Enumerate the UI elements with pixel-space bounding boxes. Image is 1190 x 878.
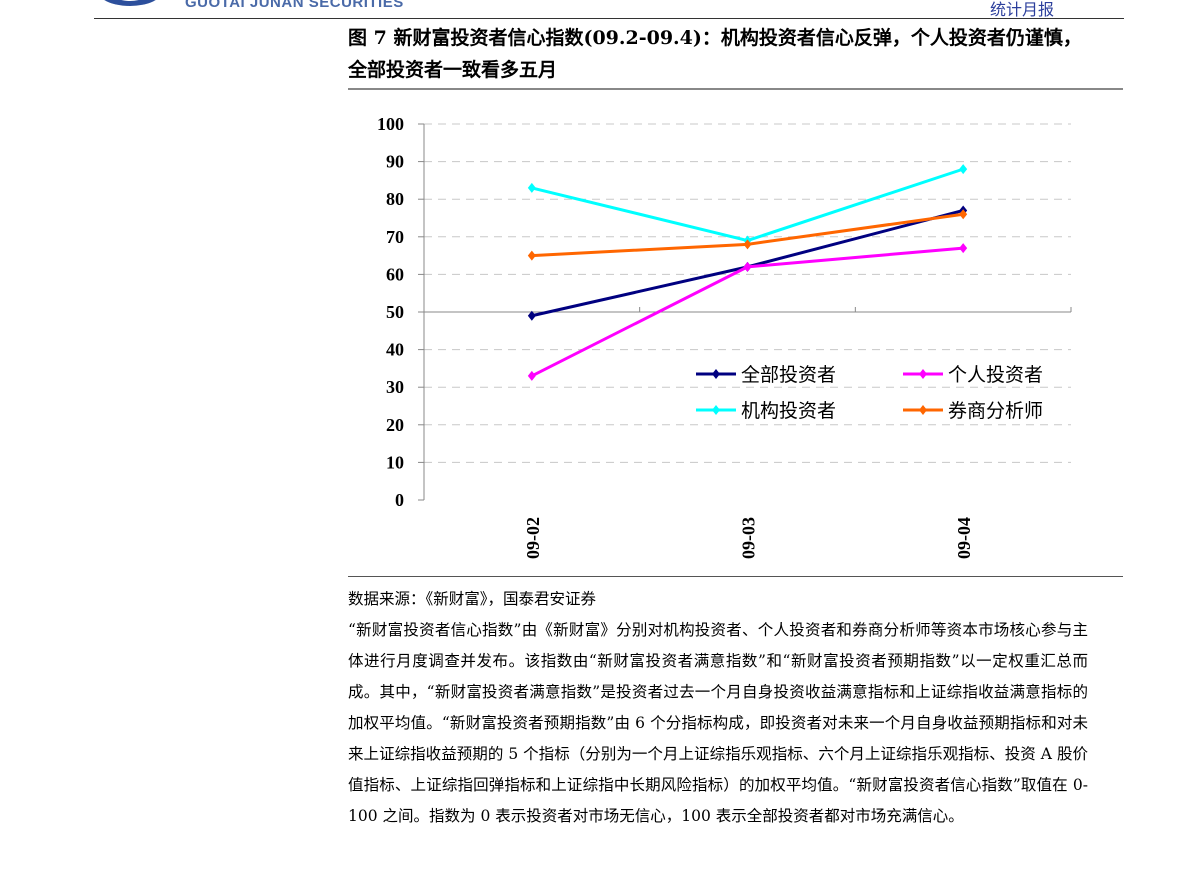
- series-line: [531, 212, 964, 258]
- figure-top-rule: [348, 88, 1123, 90]
- legend-label: 个人投资者: [948, 364, 1043, 386]
- header-divider: [94, 18, 1124, 19]
- brand-name: GUOTAI JUNAN SECURITIES: [185, 0, 404, 11]
- data-point: [743, 239, 752, 250]
- y-tick-label: 90: [386, 152, 404, 172]
- y-tick-label: 40: [386, 340, 404, 360]
- legend-marker: [712, 405, 720, 415]
- legend-label: 全部投资者: [741, 364, 836, 386]
- body-text: 数据来源：《新财富》，国泰君安证券 “新财富投资者信心指数”由《新财富》分别对机…: [348, 584, 1088, 832]
- legend-marker: [919, 405, 927, 415]
- y-tick-label: 60: [386, 264, 404, 284]
- legend-label: 券商分析师: [948, 400, 1043, 422]
- y-tick-label: 50: [386, 302, 404, 322]
- y-tick-label: 20: [386, 415, 404, 435]
- legend-label: 机构投资者: [741, 400, 836, 422]
- y-tick-label: 30: [386, 377, 404, 397]
- data-point: [959, 164, 968, 175]
- series-line: [531, 167, 964, 243]
- line-chart: 0 10 20 30 40 50 60 70 80 90 100 09-02 09-03 09-04 全部投…: [377, 114, 1072, 559]
- figure-bottom-rule: [348, 576, 1123, 577]
- y-tick-label: 100: [377, 114, 404, 134]
- data-point: [527, 370, 536, 381]
- y-tick-label: 70: [386, 227, 404, 247]
- data-point: [743, 261, 752, 272]
- report-type: 统计月报: [990, 0, 1055, 19]
- company-logo: [104, 0, 156, 6]
- data-point: [959, 209, 968, 220]
- data-point: [527, 250, 536, 261]
- x-tick-label: 09-02: [523, 517, 543, 559]
- x-tick-label: 09-03: [739, 517, 759, 559]
- data-point: [527, 310, 536, 321]
- paragraph: “新财富投资者信心指数”由《新财富》分别对机构投资者、个人投资者和券商分析师等资…: [348, 621, 1088, 825]
- data-point: [527, 182, 536, 193]
- y-tick-label: 0: [395, 490, 404, 510]
- y-tick-label: 10: [386, 452, 404, 472]
- y-tick-label: 80: [386, 189, 404, 209]
- legend-marker: [919, 369, 927, 379]
- legend-marker: [712, 369, 720, 379]
- figure-title: 图 7 新财富投资者信心指数(09.2-09.4)：机构投资者信心反弹，个人投资…: [348, 27, 1082, 81]
- data-point: [959, 243, 968, 254]
- x-tick-label: 09-04: [954, 517, 974, 559]
- source-note: 数据来源：《新财富》，国泰君安证券: [348, 590, 597, 608]
